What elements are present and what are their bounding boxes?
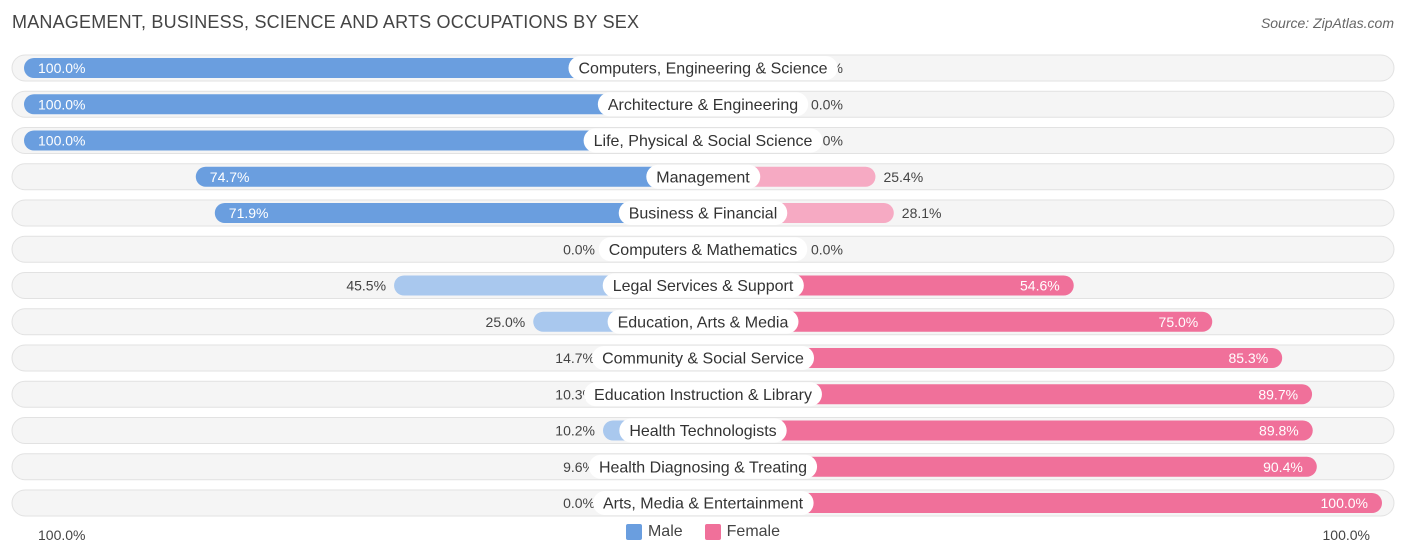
chart-row: 74.7% 25.4% Management xyxy=(11,163,1395,191)
legend: Male Female xyxy=(0,523,1406,541)
male-value-label: 100.0% xyxy=(38,133,85,149)
category-label: Business & Financial xyxy=(629,206,778,223)
chart-row: 100.0%0.0%Computers, Engineering & Scien… xyxy=(11,54,1395,82)
chart-row: 0.0% 100.0% Arts, Media & Entertainment xyxy=(11,489,1395,517)
female-value-label: 0.0% xyxy=(811,96,843,112)
legend-swatch-female xyxy=(704,524,721,540)
chart-row: 10.3% 89.7%Education Instruction & Librar… xyxy=(11,380,1395,408)
male-bar xyxy=(24,130,703,151)
male-value-label: 9.6% xyxy=(563,459,595,475)
category-label: Legal Services & Support xyxy=(613,278,794,295)
legend-label-male: Male xyxy=(647,523,683,540)
category-pill xyxy=(618,201,788,225)
male-value-label: 0.0% xyxy=(563,495,595,511)
male-value-label: 74.7% xyxy=(210,169,250,185)
male-value-label: 14.7% xyxy=(555,350,595,366)
category-pill xyxy=(584,382,822,407)
female-value-label: 25.4% xyxy=(883,169,923,185)
category-label: Architecture & Engineering xyxy=(608,97,798,114)
category-label: Education Instruction & Library xyxy=(594,387,812,404)
axis-right-label: 100.0% xyxy=(1322,527,1370,543)
female-value-label: 89.7% xyxy=(1258,386,1298,402)
chart-row: 71.9% 28.1% Business & Financial xyxy=(11,199,1395,227)
female-bar xyxy=(703,348,1283,368)
male-value-label: 0.0% xyxy=(563,241,595,257)
female-value-label: 75.0% xyxy=(1159,314,1199,330)
chart-row: 100.0% 0.0% Architecture & Engineering xyxy=(11,90,1395,118)
category-label: Community & Social Service xyxy=(602,351,804,368)
legend-item-male[interactable]: Male xyxy=(625,523,683,541)
male-bar xyxy=(24,94,703,115)
female-value-label: 100.0% xyxy=(1321,495,1368,511)
male-value-label: 100.0% xyxy=(38,60,85,76)
male-value-label: 25.0% xyxy=(486,314,526,330)
chart-row: 100.0% 0.0%Life, Physical & Social Scienc… xyxy=(11,127,1395,154)
male-bar xyxy=(195,166,704,187)
female-bar xyxy=(703,456,1317,477)
chart-row: 0.0% 0.0% Computers & Mathematics xyxy=(11,235,1395,263)
category-label: Education, Arts & Media xyxy=(618,314,789,331)
category-label: Computers, Engineering & Science xyxy=(578,61,827,78)
category-label: Health Technologists xyxy=(629,423,776,440)
category-pill xyxy=(597,92,809,117)
female-bar xyxy=(703,311,1213,332)
category-label: Management xyxy=(656,169,750,186)
chart-row: 14.7% 85.3% Community & Social Service xyxy=(11,344,1395,372)
category-pill xyxy=(568,56,838,80)
chart-row: 10.2% 89.8% Health Technologists xyxy=(11,417,1395,444)
axis-left-label: 100.0% xyxy=(38,527,86,543)
female-value-label: 90.4% xyxy=(1263,459,1303,475)
female-value-label: 28.1% xyxy=(902,205,942,221)
category-pill xyxy=(592,491,814,515)
category-pill xyxy=(619,418,787,443)
male-bar xyxy=(214,203,703,223)
category-label: Computers & Mathematics xyxy=(609,242,798,259)
category-label: Life, Physical & Social Science xyxy=(594,133,813,150)
category-label: Arts, Media & Entertainment xyxy=(603,496,804,513)
male-value-label: 10.2% xyxy=(555,423,595,439)
chart-row: 25.0% 75.0% Education, Arts & Media xyxy=(11,308,1395,336)
female-bar xyxy=(703,384,1313,405)
female-value-label: 85.3% xyxy=(1228,350,1268,366)
category-pill xyxy=(607,309,799,334)
female-value-label: 54.6% xyxy=(1020,278,1060,294)
category-pill xyxy=(592,346,815,370)
male-value-label: 45.5% xyxy=(346,278,386,294)
legend-label-female: Female xyxy=(726,523,781,540)
category-pill xyxy=(598,237,808,262)
male-value-label: 100.0% xyxy=(38,96,85,112)
chart-title: MANAGEMENT, BUSINESS, SCIENCE AND ARTS O… xyxy=(12,12,640,32)
legend-item-female[interactable]: Female xyxy=(704,523,781,541)
category-pill xyxy=(588,454,818,479)
category-pill xyxy=(583,128,823,153)
source-label: Source: ZipAtlas.com xyxy=(1260,15,1394,31)
diverging-bar-chart: 100.0% 0.0% Computers, Engineering & Scien… xyxy=(11,54,1395,517)
male-bar xyxy=(24,58,703,78)
category-pill xyxy=(646,164,761,189)
female-value-label: 89.8% xyxy=(1259,423,1299,439)
female-bar xyxy=(703,420,1313,441)
female-value-label: 0.0% xyxy=(811,241,843,257)
category-label: Health Diagnosing & Treating xyxy=(599,459,807,476)
chart-row: 9.6% 90.4% Health Diagnosing & Treating xyxy=(11,453,1395,481)
chart-row: 45.5% 54.6% Legal Services & Support xyxy=(11,272,1395,299)
male-value-label: 71.9% xyxy=(229,205,269,221)
category-pill xyxy=(602,273,804,298)
legend-swatch-male xyxy=(625,524,642,540)
female-bar xyxy=(703,493,1382,513)
